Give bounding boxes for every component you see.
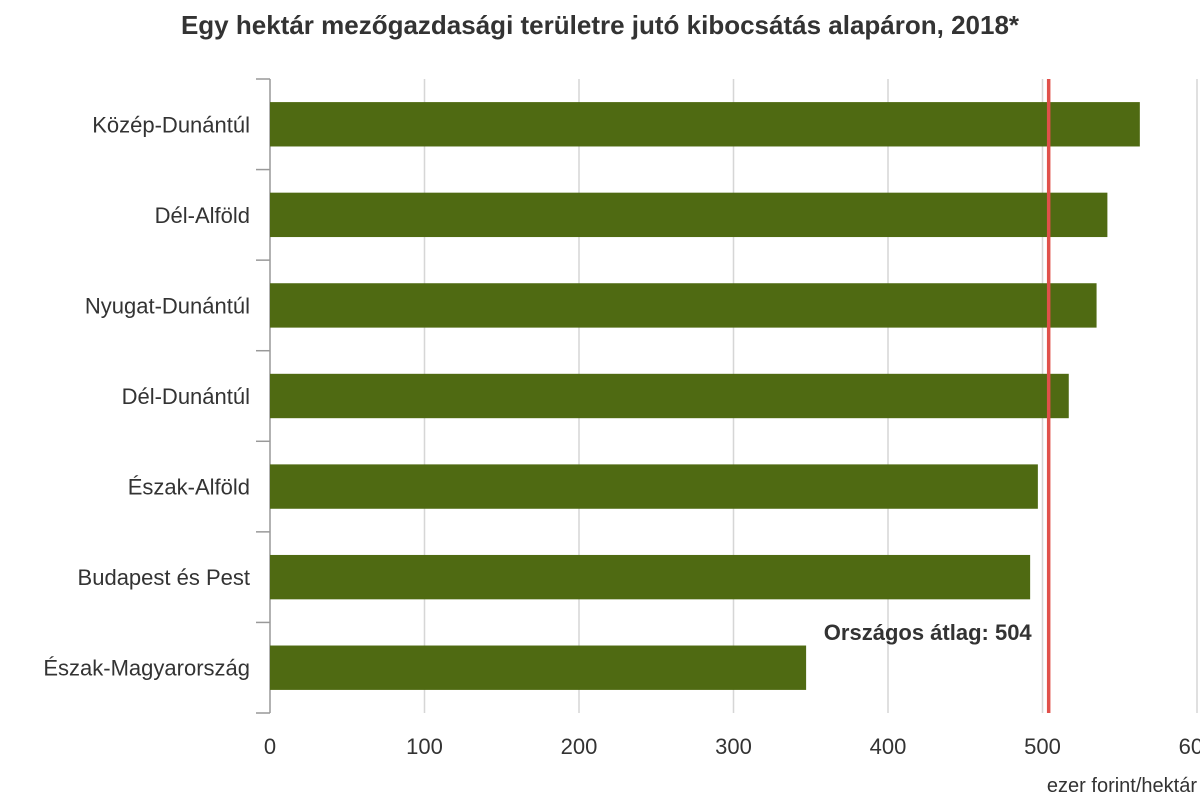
x-axis-unit-label: ezer forint/hektár <box>1047 775 1197 797</box>
category-label: Észak-Magyarország <box>43 656 250 681</box>
category-label: Budapest és Pest <box>78 565 250 590</box>
x-tick-label: 500 <box>1024 734 1061 759</box>
bar <box>270 554 1031 600</box>
x-tick-label: 200 <box>561 734 598 759</box>
bar <box>270 373 1069 419</box>
category-label: Dél-Dunántúl <box>122 384 250 409</box>
category-label: Észak-Alföld <box>128 475 250 500</box>
x-tick-label: 0 <box>264 734 276 759</box>
tick-labels: 0 100 200 300 400 500 600 <box>264 734 1200 759</box>
x-tick-label: 600 <box>1179 734 1200 759</box>
bar <box>270 464 1038 509</box>
x-tick-label: 400 <box>870 734 907 759</box>
reference-line-group: Országos átlag: 504 <box>824 79 1051 713</box>
bar <box>270 102 1140 147</box>
category-label: Közép-Dunántúl <box>92 112 250 137</box>
category-labels: Közép-Dunántúl Dél-Alföld Nyugat-Dunántúl D… <box>43 112 250 680</box>
bar <box>270 192 1108 238</box>
category-label: Dél-Alföld <box>155 203 250 228</box>
bars <box>270 102 1140 690</box>
x-tick-label: 300 <box>715 734 752 759</box>
category-label: Nyugat-Dunántúl <box>85 293 250 318</box>
chart-title: Egy hektár mezőgazdasági területre jutó … <box>180 10 1020 40</box>
x-tick-label: 100 <box>406 734 443 759</box>
average-reference-label: Országos átlag: 504 <box>824 620 1033 645</box>
bar <box>270 283 1097 328</box>
bar <box>270 645 807 690</box>
axes <box>256 78 271 714</box>
